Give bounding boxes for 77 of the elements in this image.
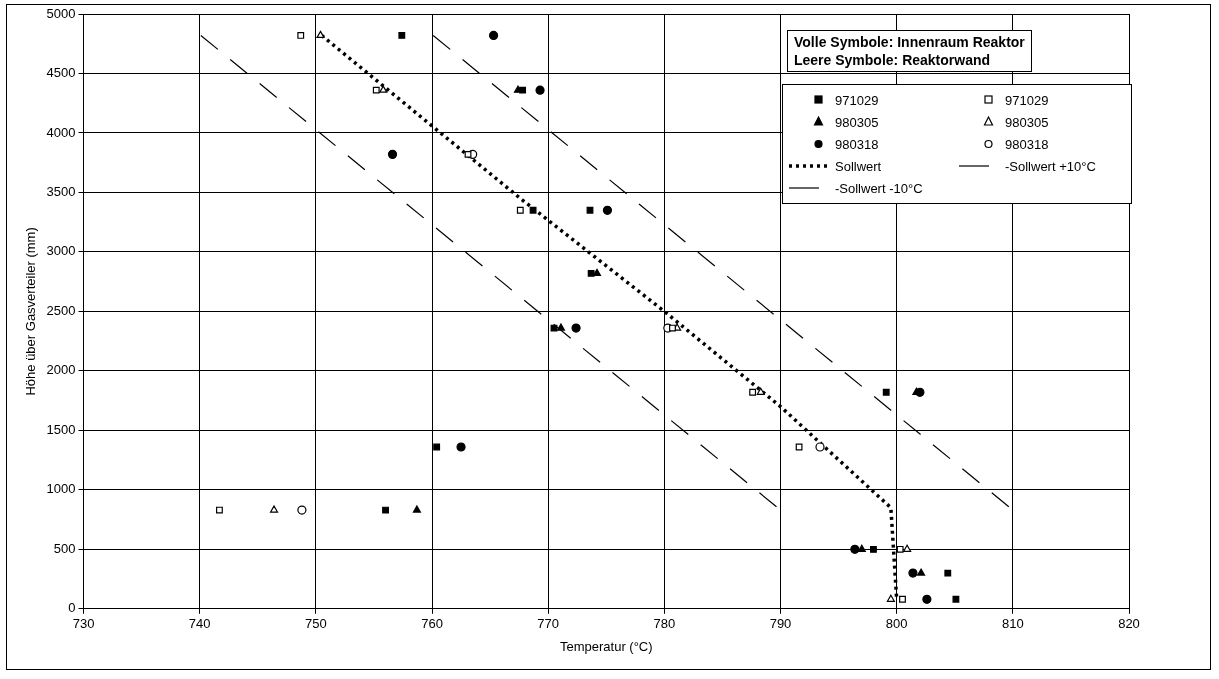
point (529, 206, 537, 214)
point (387, 149, 398, 159)
point (870, 545, 877, 553)
x-tick-label: 750 (305, 616, 327, 632)
point (297, 31, 305, 39)
y-tick-label: 3500 (46, 184, 76, 200)
x-tick-label: 740 (188, 616, 211, 632)
y-tick-label: 1000 (46, 481, 76, 497)
y-tick-label: 4000 (46, 124, 76, 140)
point (488, 30, 499, 41)
y-tick-label: 3000 (46, 243, 76, 259)
point (586, 206, 594, 214)
legend-label: 971029 (1005, 92, 1049, 108)
y-tick-label: 0 (68, 600, 76, 616)
point (602, 205, 613, 215)
x-tick-label: 810 (1001, 616, 1024, 632)
point (316, 30, 325, 39)
annotation: Leere Symbole: Reaktorwand (794, 51, 992, 69)
y-tick-label: 5000 (46, 5, 76, 21)
point (571, 323, 581, 333)
point (382, 506, 389, 514)
point (899, 595, 906, 603)
x-axis-title: Temperatur (°C) (559, 638, 653, 654)
legend-label: 980305 (1005, 114, 1049, 130)
legend-label: Sollwert (835, 158, 882, 174)
point (535, 85, 545, 95)
x-tick-label: 730 (72, 616, 95, 632)
legend-label: 980305 (835, 114, 879, 130)
annotation: Volle Symbole: Innenraum Reaktor (794, 33, 1025, 51)
point (944, 569, 952, 577)
point (669, 324, 676, 332)
point (269, 505, 279, 513)
legend-label: 980318 (835, 136, 879, 152)
point (456, 442, 466, 452)
legend-label: 971029 (835, 92, 879, 108)
x-tick-label: 760 (421, 616, 443, 632)
point (850, 544, 860, 554)
point (882, 388, 890, 396)
y-tick-label: 2500 (46, 302, 76, 318)
point (903, 544, 912, 552)
point (908, 568, 918, 578)
x-tick-label: 820 (1118, 616, 1140, 632)
point (216, 506, 223, 514)
x-tick-label: 780 (653, 616, 676, 632)
point (297, 505, 307, 515)
y-tick-label: 2000 (46, 362, 76, 378)
x-tick-label: 790 (769, 616, 792, 632)
point (412, 505, 421, 513)
legend-label: -Sollwert +10°C (1005, 158, 1096, 174)
y-tick-label: 500 (53, 540, 76, 556)
point (587, 269, 595, 277)
point (519, 86, 527, 94)
point (896, 545, 904, 553)
point (756, 387, 765, 395)
point (815, 442, 825, 452)
y-axis-title: Höhe über Gasverteiler (mm) (23, 227, 39, 396)
point (749, 388, 757, 396)
x-tick-label: 770 (537, 616, 560, 632)
point (464, 150, 472, 158)
legend-label: 980318 (1005, 136, 1049, 152)
point (433, 443, 441, 451)
legend-label: -Sollwert -10°C (835, 180, 923, 196)
x-tick-label: 800 (885, 616, 908, 632)
point (795, 443, 803, 451)
point (379, 85, 388, 93)
point (550, 324, 558, 332)
point (886, 594, 895, 602)
point (372, 86, 380, 94)
point (556, 323, 566, 331)
point (398, 31, 406, 39)
y-tick-label: 4500 (46, 65, 76, 81)
y-tick-label: 1500 (46, 421, 76, 437)
point (922, 594, 932, 604)
point (857, 544, 866, 552)
point (516, 206, 524, 214)
point (952, 595, 960, 603)
point (917, 568, 926, 576)
